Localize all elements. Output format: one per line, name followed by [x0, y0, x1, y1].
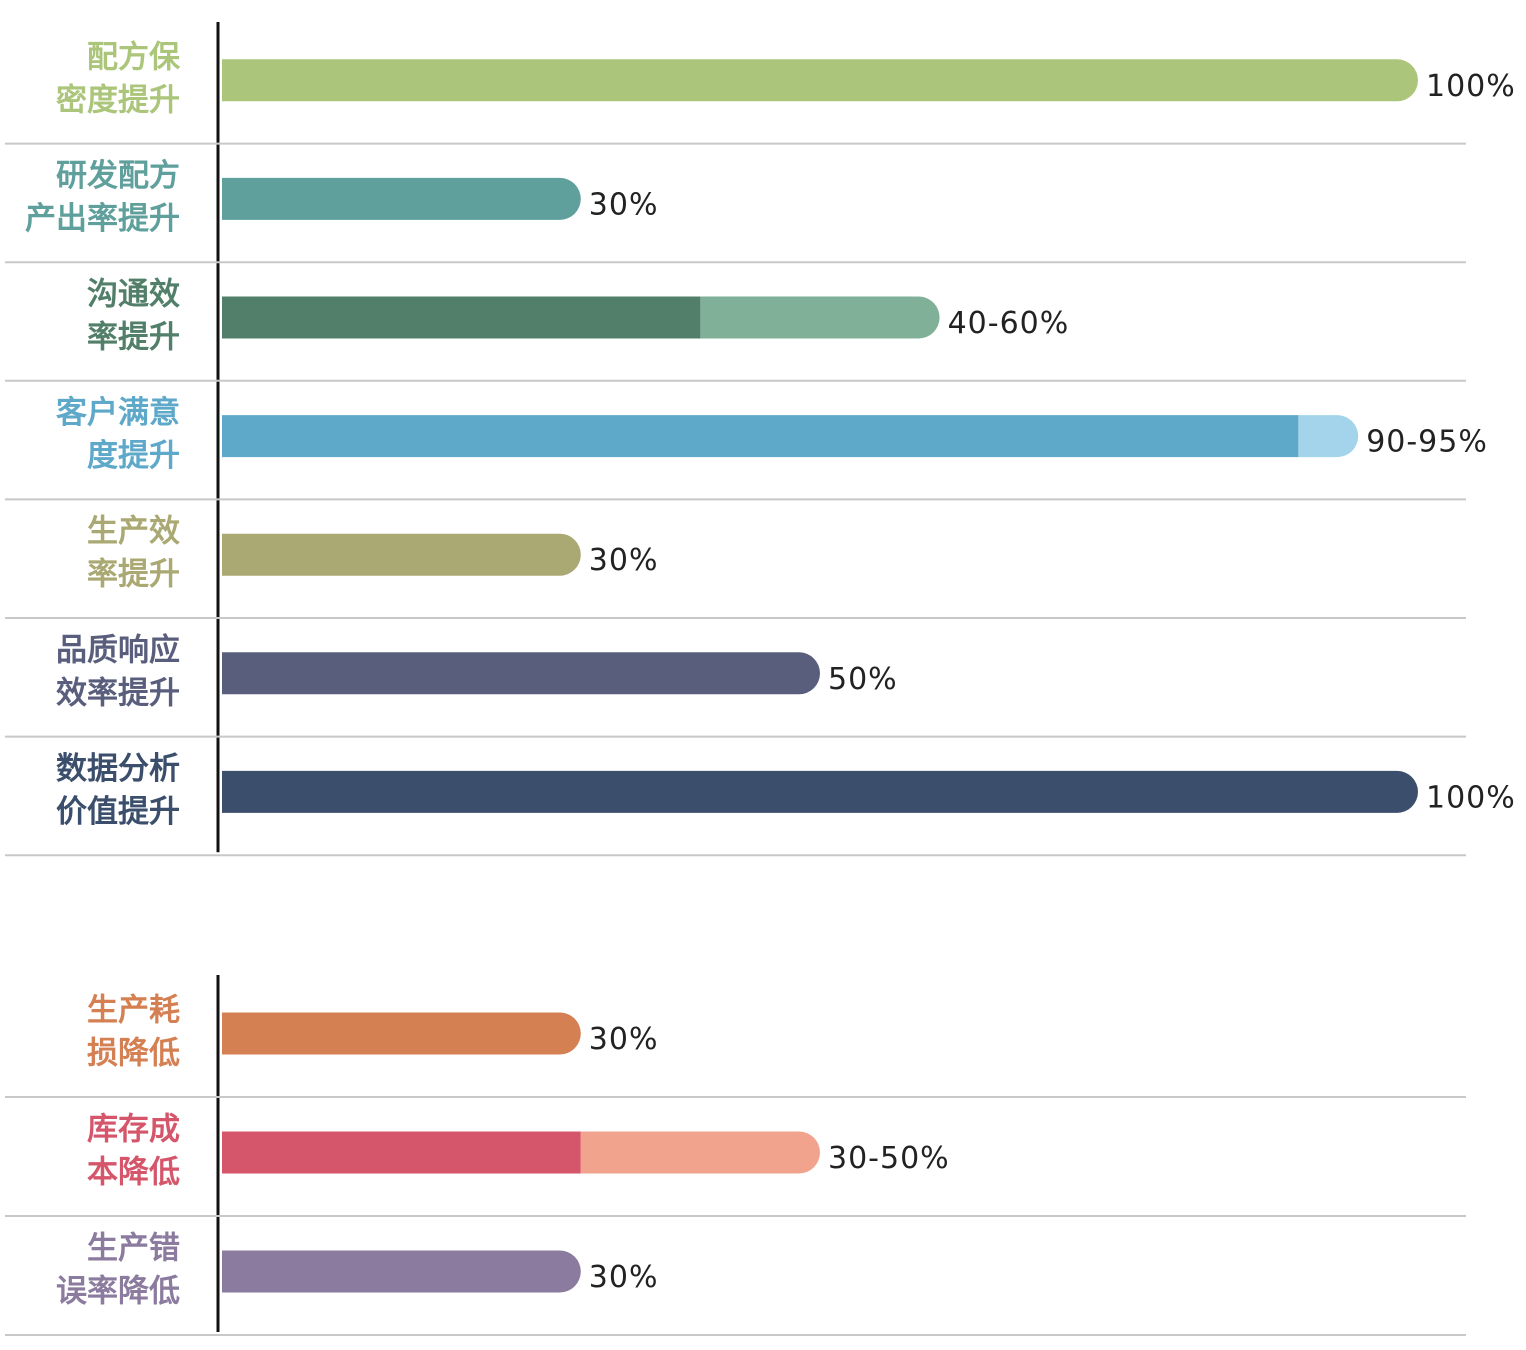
- bar-range-extension: [580, 1131, 820, 1174]
- category-label: 研发配方: [56, 158, 180, 194]
- value-label: 100%: [1426, 69, 1516, 104]
- category-label: 沟通效: [87, 277, 180, 313]
- category-label: 密度提升: [56, 82, 180, 118]
- bar: [222, 652, 820, 695]
- category-label: 生产效: [87, 514, 180, 550]
- bar: [222, 177, 581, 220]
- category-label: 误率降低: [56, 1274, 180, 1310]
- value-label: 30%: [589, 1260, 659, 1295]
- value-label: 100%: [1426, 780, 1516, 815]
- category-label: 度提升: [87, 438, 180, 474]
- bar: [222, 770, 1418, 813]
- bar-range-extension: [1298, 415, 1359, 458]
- bar-range-extension: [700, 296, 940, 339]
- category-label: 配方保: [87, 39, 181, 75]
- category-label: 产出率提升: [25, 201, 180, 237]
- category-label: 客户满意: [56, 395, 180, 431]
- bar: [222, 415, 1299, 458]
- category-label: 率提升: [87, 320, 180, 356]
- category-label: 价值提升: [56, 794, 180, 830]
- category-label: 生产耗: [87, 993, 180, 1029]
- value-label: 30-50%: [828, 1141, 950, 1176]
- value-label: 40-60%: [948, 306, 1070, 341]
- category-label: 生产错: [87, 1231, 180, 1267]
- bar: [222, 533, 581, 576]
- category-label: 品质响应: [56, 632, 180, 668]
- category-label: 效率提升: [56, 675, 180, 711]
- value-label: 30%: [589, 187, 659, 222]
- bar: [222, 1012, 581, 1055]
- category-label: 数据分析: [56, 751, 180, 787]
- value-label: 30%: [589, 543, 659, 578]
- value-label: 30%: [589, 1022, 659, 1057]
- bar: [222, 59, 1418, 102]
- value-label: 50%: [828, 662, 898, 697]
- category-label: 损降低: [87, 1036, 180, 1072]
- category-label: 库存成: [87, 1112, 180, 1148]
- value-label: 90-95%: [1366, 425, 1488, 460]
- bar: [222, 1131, 581, 1174]
- bar: [222, 1250, 581, 1293]
- category-label: 本降低: [87, 1155, 180, 1191]
- category-label: 率提升: [87, 557, 180, 593]
- bar: [222, 296, 701, 339]
